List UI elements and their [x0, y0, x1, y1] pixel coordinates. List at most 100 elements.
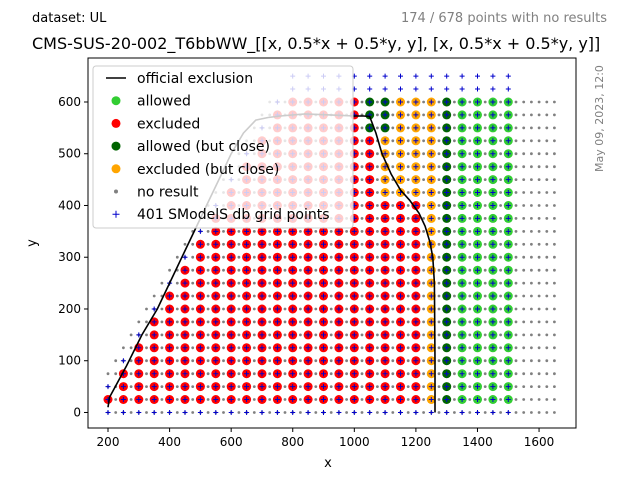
grid-point-marker	[228, 241, 234, 247]
grid-point-marker	[382, 164, 388, 170]
grid-point-marker	[351, 345, 357, 351]
grid-point-marker	[490, 241, 496, 247]
no-result-point	[314, 359, 318, 363]
no-result-point	[145, 346, 148, 350]
grid-point-marker	[336, 397, 342, 402]
grid-point-marker	[459, 332, 465, 338]
no-result-point	[283, 398, 287, 401]
grid-point-marker	[321, 410, 326, 415]
grid-point-marker	[259, 280, 265, 286]
grid-point-marker	[444, 397, 450, 402]
grid-point-marker	[321, 280, 326, 286]
no-result-point	[468, 411, 472, 414]
grid-point-marker	[290, 410, 296, 415]
grid-point-marker	[398, 397, 403, 402]
grid-point-marker	[382, 345, 388, 351]
x-tick-label: 200	[97, 435, 120, 449]
no-result-point	[468, 333, 472, 337]
no-result-point	[314, 294, 318, 298]
no-result-point	[345, 307, 348, 311]
no-result-point	[345, 294, 348, 298]
no-result-point	[283, 268, 287, 272]
no-result-point	[376, 113, 379, 117]
grid-point-marker	[428, 384, 434, 390]
grid-point-marker	[213, 384, 219, 390]
grid-point-marker	[444, 203, 450, 208]
grid-point-marker	[505, 151, 511, 157]
no-result-point	[483, 372, 487, 376]
no-result-point	[360, 333, 364, 337]
grid-point-marker	[321, 254, 326, 260]
grid-point-marker	[475, 228, 480, 234]
no-result-point	[391, 204, 395, 207]
no-result-point	[530, 411, 533, 414]
no-result-point	[537, 139, 541, 143]
no-result-point	[376, 333, 379, 337]
no-result-point	[345, 281, 348, 285]
no-result-point	[268, 359, 272, 363]
grid-point-marker	[228, 293, 234, 299]
grid-point-marker	[120, 410, 126, 415]
grid-point-marker	[505, 228, 511, 234]
no-result-point	[391, 113, 395, 117]
no-result-point	[514, 307, 518, 311]
no-result-point	[530, 152, 533, 156]
no-result-point	[406, 204, 410, 207]
grid-point-marker	[305, 228, 311, 234]
no-result-point	[314, 307, 318, 311]
no-result-point	[468, 307, 472, 311]
no-result-point	[553, 320, 556, 324]
no-result-point	[145, 398, 148, 401]
grid-point-marker	[398, 254, 403, 260]
no-result-point	[530, 320, 533, 324]
grid-point-marker	[475, 293, 480, 299]
no-result-point	[222, 281, 225, 285]
no-result-point	[360, 372, 364, 376]
grid-point-marker	[321, 397, 326, 402]
no-result-point	[237, 411, 241, 414]
no-result-point	[391, 100, 395, 104]
no-result-point	[514, 165, 518, 169]
no-result-point	[391, 217, 395, 220]
grid-point-marker	[382, 112, 388, 118]
no-result-point	[437, 230, 441, 233]
no-result-point	[376, 191, 379, 194]
no-result-point	[191, 333, 195, 337]
no-result-point	[206, 268, 210, 272]
no-result-point	[206, 307, 210, 311]
no-result-point	[553, 268, 556, 272]
no-result-point	[206, 333, 210, 337]
no-result-point	[360, 307, 364, 311]
no-result-point	[406, 385, 410, 388]
no-result-point	[252, 281, 256, 285]
no-result-point	[360, 268, 364, 272]
no-result-point	[537, 359, 541, 363]
no-result-point	[191, 411, 195, 414]
no-result-point	[437, 372, 441, 376]
grid-point-marker	[382, 267, 388, 273]
no-result-point	[468, 281, 472, 285]
no-result-point	[530, 385, 533, 388]
no-result-point	[483, 204, 487, 207]
grid-point-marker	[382, 241, 388, 247]
no-result-point	[376, 411, 379, 414]
no-result-point	[191, 307, 195, 311]
no-result-point	[453, 255, 456, 259]
grid-point-marker	[413, 151, 419, 157]
no-result-point	[406, 411, 410, 414]
no-result-point	[376, 152, 379, 156]
no-result-point	[422, 255, 425, 259]
grid-point-marker	[444, 254, 450, 260]
legend-label: allowed	[137, 94, 191, 110]
no-result-point	[283, 294, 287, 298]
no-result-point	[522, 411, 526, 414]
grid-point-marker	[444, 86, 450, 92]
grid-point-marker	[228, 410, 234, 415]
no-result-point	[360, 281, 364, 285]
legend-box	[92, 65, 354, 229]
grid-point-marker	[428, 73, 434, 79]
no-result-point	[453, 230, 456, 233]
grid-point-marker	[459, 151, 465, 157]
grid-point-marker	[398, 371, 403, 377]
no-result-point	[175, 333, 179, 337]
